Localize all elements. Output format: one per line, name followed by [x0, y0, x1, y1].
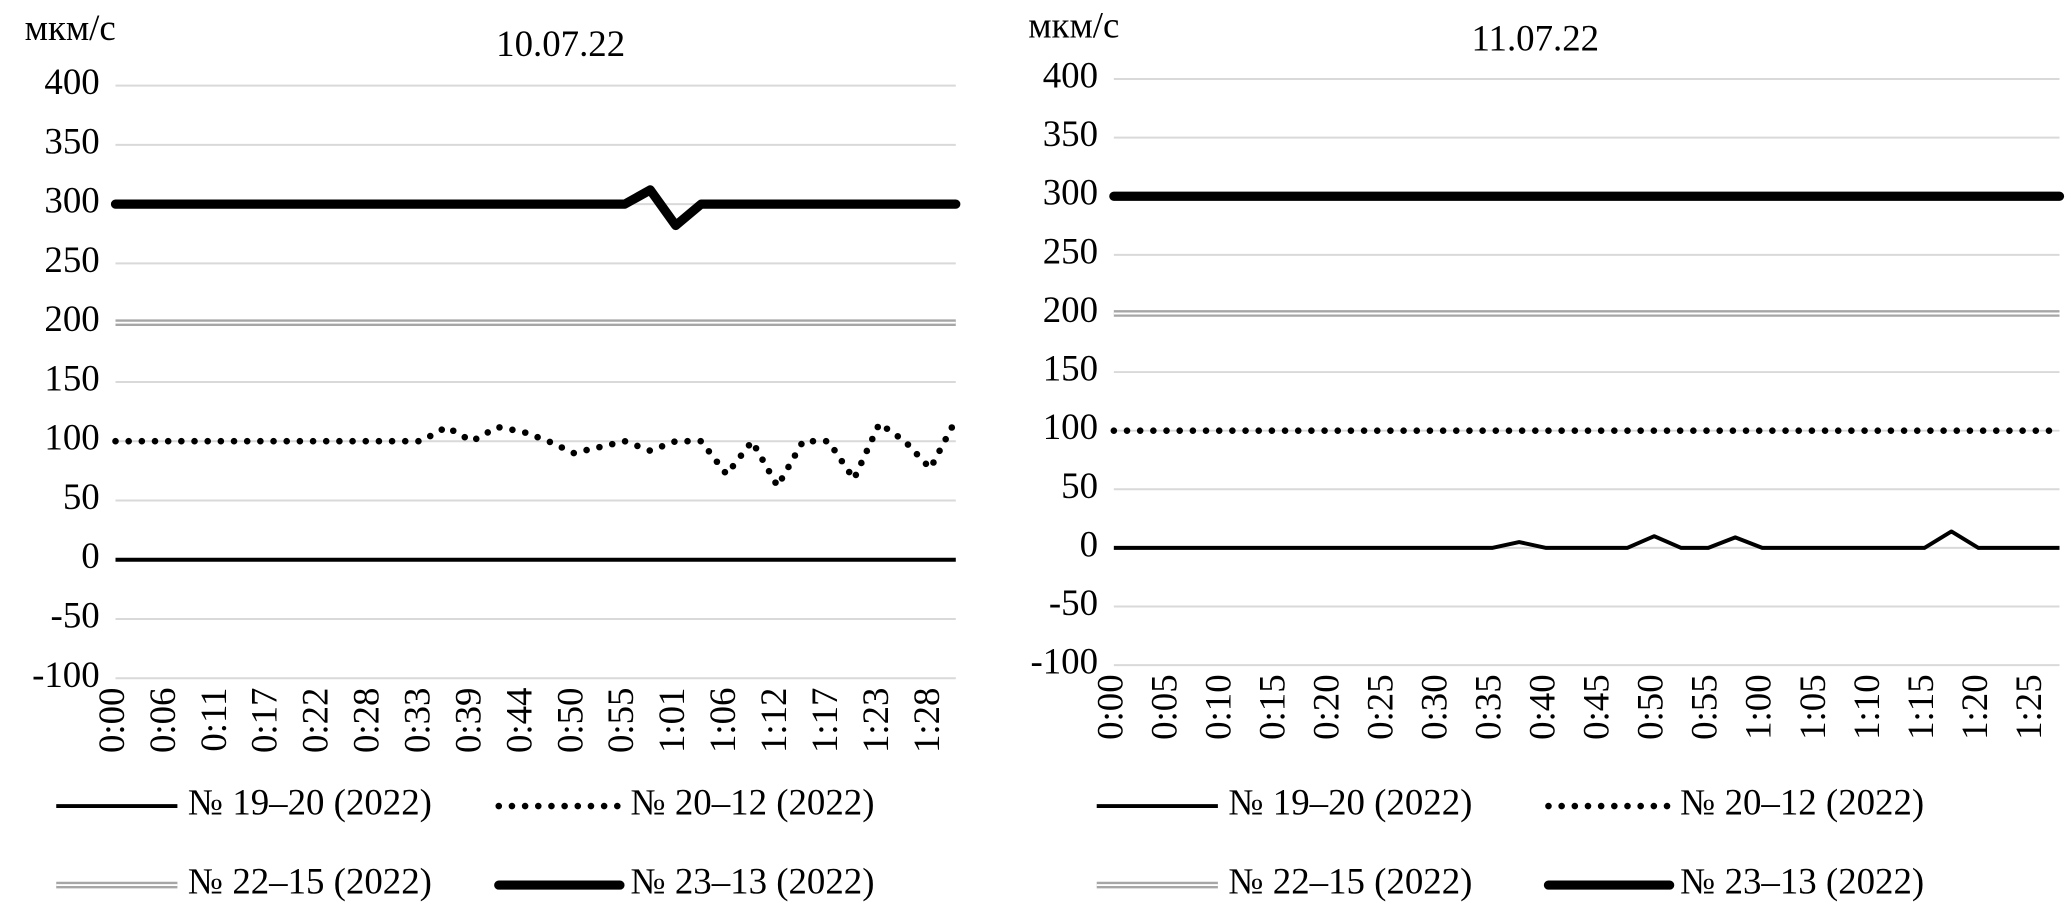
legend-label: № 23–13 (2022): [1680, 861, 1924, 903]
x-tick-label: 1:12: [753, 688, 794, 754]
y-tick-label: 400: [44, 61, 99, 102]
x-tick-label: 1:01: [651, 688, 692, 754]
x-tick-label: 0:11: [193, 688, 234, 752]
x-tick-label: 0:20: [1305, 674, 1346, 740]
x-tick-label: 1:23: [855, 688, 896, 754]
y-tick-label: -100: [32, 654, 100, 695]
x-tick-label: 1:25: [2008, 674, 2049, 740]
y-tick-label: 350: [1043, 113, 1098, 154]
legend-label: № 22–15 (2022): [1228, 861, 1472, 903]
chart-title: 10.07.22: [496, 23, 625, 64]
x-tick-label: 1:05: [1792, 674, 1833, 740]
x-tick-label: 0:25: [1359, 674, 1400, 740]
x-tick-label: 0:00: [91, 688, 132, 754]
x-tick-label: 0:17: [244, 688, 285, 754]
x-tick-label: 1:28: [906, 688, 947, 754]
series-line: [1113, 529, 2060, 550]
x-tick-label: 0:55: [1684, 674, 1725, 740]
y-tick-label: 250: [44, 239, 99, 280]
legend-label: № 19–20 (2022): [188, 782, 432, 824]
y-axis-label: мкм/с: [25, 7, 116, 48]
y-tick-label: -100: [1030, 641, 1098, 682]
y-tick-label: 200: [44, 298, 99, 339]
x-tick-label: 0:05: [1143, 674, 1184, 740]
x-tick-label: 0:55: [600, 688, 641, 754]
x-tick-label: 0:06: [142, 688, 183, 754]
x-tick-label: 0:22: [295, 688, 336, 754]
x-tick-label: 1:10: [1846, 674, 1887, 740]
y-tick-label: 150: [44, 357, 99, 398]
chart-title: 11.07.22: [1471, 18, 1599, 59]
series-line: [112, 416, 960, 490]
y-tick-label: -50: [51, 594, 100, 635]
x-tick-label: 1:15: [1900, 674, 1941, 740]
y-tick-label: -50: [1049, 582, 1098, 623]
y-tick-label: 200: [1043, 289, 1098, 330]
x-tick-label: 0:45: [1576, 674, 1617, 740]
x-tick-label: 0:44: [498, 688, 539, 754]
y-tick-label: 50: [63, 476, 100, 517]
y-tick-label: 100: [44, 417, 99, 458]
x-tick-label: 1:06: [702, 688, 743, 754]
x-tick-label: 0:50: [549, 688, 590, 754]
legend-label: № 23–13 (2022): [630, 861, 874, 903]
y-tick-label: 400: [1043, 54, 1098, 95]
line-chart: мкм/с 11.07.22 -100 -50 0 50 100 150 200 250 300 35…: [1028, 4, 2065, 903]
x-tick-label: 0:40: [1522, 674, 1563, 740]
x-tick-label: 1:17: [804, 688, 845, 754]
legend-label: № 22–15 (2022): [188, 861, 432, 903]
line-chart: мкм/с 10.07.22 -100 -50 0 50 100 150 200 250 300 35…: [25, 7, 961, 903]
y-tick-label: 0: [1080, 523, 1098, 564]
y-tick-label: 0: [81, 535, 99, 576]
x-tick-label: 1:20: [1954, 674, 1995, 740]
x-tick-label: 0:15: [1251, 674, 1292, 740]
y-tick-label: 300: [1043, 172, 1098, 213]
x-tick-label: 1:00: [1738, 674, 1779, 740]
y-tick-label: 100: [1043, 406, 1098, 447]
series-line: [110, 185, 961, 231]
y-tick-label: 50: [1061, 465, 1098, 506]
y-tick-label: 250: [1043, 230, 1098, 271]
y-tick-label: 300: [44, 180, 99, 221]
x-tick-label: 0:35: [1468, 674, 1509, 740]
x-tick-label: 0:50: [1630, 674, 1671, 740]
x-tick-label: 0:33: [397, 688, 438, 754]
x-tick-label: 0:00: [1089, 674, 1130, 740]
legend-label: № 20–12 (2022): [630, 782, 874, 824]
x-tick-label: 0:39: [447, 688, 488, 754]
x-tick-label: 0:10: [1197, 674, 1238, 740]
y-axis-label: мкм/с: [1028, 4, 1119, 45]
legend-label: № 20–12 (2022): [1680, 782, 1924, 824]
x-tick-label: 0:30: [1414, 674, 1455, 740]
y-tick-label: 350: [44, 120, 99, 161]
x-tick-label: 0:28: [346, 688, 387, 754]
legend-label: № 19–20 (2022): [1228, 782, 1472, 824]
y-tick-label: 150: [1043, 348, 1098, 389]
